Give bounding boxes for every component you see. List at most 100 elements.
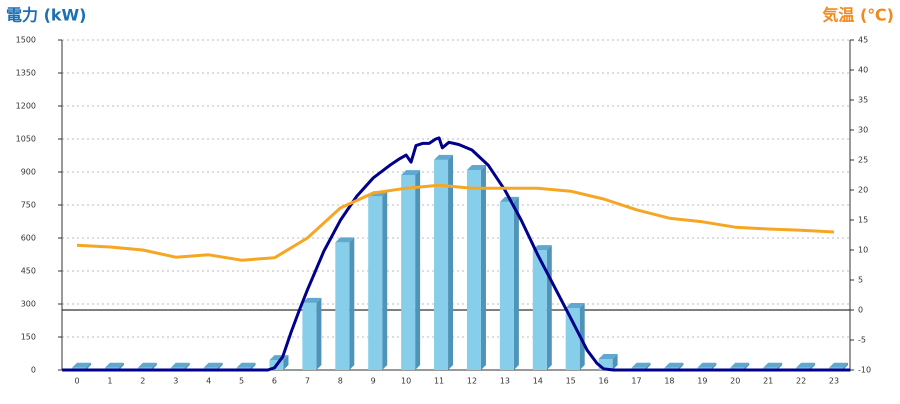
y2-tick-label: 40 — [858, 66, 868, 75]
x-tick-label: 10 — [401, 377, 411, 386]
x-tick-label: 13 — [500, 377, 510, 386]
x-tick-label: 21 — [763, 377, 773, 386]
y2-tick-label: 20 — [858, 186, 868, 195]
bar-side — [316, 297, 322, 370]
bar-side — [612, 354, 618, 370]
bar-side — [744, 362, 750, 370]
y2-axis-title: 気温 (℃) — [822, 6, 894, 25]
y-tick-label: 1350 — [16, 69, 36, 78]
bar-side — [349, 237, 355, 370]
bar-side — [448, 154, 454, 370]
bar — [598, 359, 613, 370]
x-tick-label: 20 — [730, 377, 740, 386]
y-tick-label: 300 — [21, 300, 36, 309]
y2-tick-label: -5 — [858, 336, 866, 345]
bar-side — [579, 302, 585, 370]
bar-top — [763, 362, 783, 368]
bar — [499, 201, 514, 370]
y2-tick-label: 5 — [858, 276, 863, 285]
y-tick-label: 1500 — [16, 36, 36, 45]
bar — [532, 250, 547, 370]
x-tick-label: 18 — [664, 377, 674, 386]
x-tick-label: 15 — [566, 377, 576, 386]
line — [62, 136, 851, 372]
bar-top — [335, 237, 355, 243]
y2-tick-label: 25 — [858, 156, 868, 165]
bar-side — [415, 170, 421, 370]
bar-top — [137, 362, 157, 368]
bar-side — [217, 362, 223, 370]
x-tick-label: 8 — [338, 377, 343, 386]
x-tick-label: 4 — [206, 377, 211, 386]
bar-top — [730, 362, 750, 368]
bar-top — [401, 170, 421, 176]
y-tick-label: 600 — [21, 234, 36, 243]
x-tick-label: 3 — [173, 377, 178, 386]
x-tick-label: 9 — [371, 377, 376, 386]
x-tick-label: 6 — [272, 377, 277, 386]
bar-side — [86, 362, 91, 370]
x-tick-label: 16 — [599, 377, 609, 386]
bar-side — [645, 362, 651, 370]
bar-side — [382, 191, 388, 370]
y2-tick-label: 35 — [858, 96, 868, 105]
bar — [368, 196, 383, 370]
bar — [401, 175, 416, 370]
x-tick-label: 11 — [434, 377, 444, 386]
x-tick-label: 22 — [796, 377, 806, 386]
y-tick-label: 150 — [21, 333, 36, 342]
bar-side — [283, 355, 289, 370]
bar-top — [302, 297, 322, 303]
bar-top — [796, 362, 816, 368]
bar-side — [184, 362, 190, 370]
bar-top — [664, 362, 684, 368]
x-tick-label: 7 — [305, 377, 310, 386]
y-axis-title: 電力 (kW) — [6, 6, 87, 25]
x-tick-label: 19 — [697, 377, 707, 386]
bar-side — [151, 362, 157, 370]
bar-top — [236, 362, 256, 368]
bar-top — [170, 362, 190, 368]
x-tick-label: 5 — [239, 377, 244, 386]
x-tick-label: 0 — [74, 377, 79, 386]
bar-top — [72, 362, 91, 368]
y2-tick-label: 45 — [858, 36, 868, 45]
bar-top — [466, 165, 486, 171]
line — [76, 183, 835, 262]
y-tick-label: 450 — [21, 267, 36, 276]
bar-side — [480, 165, 486, 370]
bar-side — [250, 362, 256, 370]
bar-top — [829, 362, 848, 368]
bar-side — [678, 362, 684, 370]
bar — [434, 159, 449, 370]
bar — [302, 302, 317, 370]
y-tick-label: 750 — [21, 201, 36, 210]
y-tick-label: 900 — [21, 168, 36, 177]
bar — [335, 242, 350, 370]
bar-top — [203, 362, 223, 368]
bar-top — [104, 362, 124, 368]
y-tick-label: 1200 — [16, 102, 36, 111]
bar-side — [118, 362, 124, 370]
y-tick-label: 1050 — [16, 135, 36, 144]
x-tick-label: 23 — [829, 377, 839, 386]
x-tick-label: 14 — [533, 377, 543, 386]
bar-top — [598, 354, 618, 359]
bar-side — [546, 245, 552, 370]
bar-top — [532, 245, 552, 251]
bar-side — [513, 196, 519, 370]
bar-side — [777, 362, 783, 370]
y2-tick-label: -10 — [858, 366, 871, 375]
y2-tick-label: 30 — [858, 126, 868, 135]
bar-top — [697, 362, 717, 368]
x-tick-label: 17 — [631, 377, 641, 386]
bar — [565, 307, 580, 370]
x-tick-label: 2 — [140, 377, 145, 386]
bar-side — [711, 362, 717, 370]
bar-top — [631, 362, 651, 368]
y-tick-label: 0 — [31, 366, 36, 375]
bar — [466, 170, 481, 370]
y2-tick-label: 10 — [858, 246, 868, 255]
y2-tick-label: 15 — [858, 216, 868, 225]
